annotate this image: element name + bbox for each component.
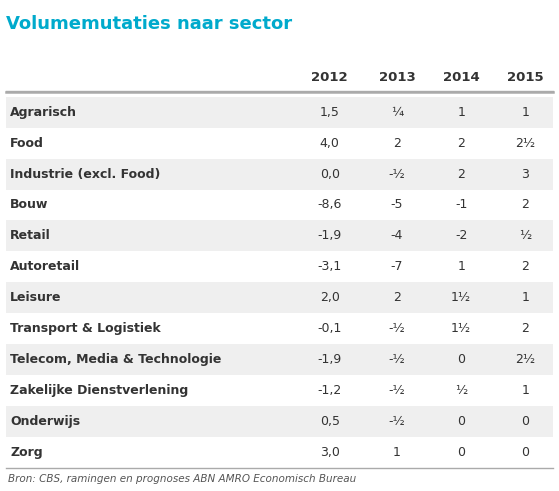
Text: Volumemutaties naar sector: Volumemutaties naar sector bbox=[6, 15, 292, 33]
Text: 2012: 2012 bbox=[311, 71, 348, 83]
Text: -7: -7 bbox=[391, 260, 403, 273]
FancyBboxPatch shape bbox=[6, 375, 553, 406]
Text: 2015: 2015 bbox=[507, 71, 544, 83]
Text: 3,0: 3,0 bbox=[320, 446, 340, 459]
Text: 1,5: 1,5 bbox=[320, 106, 340, 119]
Text: Bouw: Bouw bbox=[10, 198, 49, 212]
Text: ¼: ¼ bbox=[391, 106, 403, 119]
Text: 3: 3 bbox=[522, 167, 529, 181]
Text: Bron: CBS, ramingen en prognoses ABN AMRO Economisch Bureau: Bron: CBS, ramingen en prognoses ABN AMR… bbox=[8, 474, 357, 484]
Text: 2: 2 bbox=[393, 136, 401, 150]
Text: 0: 0 bbox=[457, 415, 465, 428]
Text: 2: 2 bbox=[393, 291, 401, 304]
Text: 1: 1 bbox=[457, 260, 465, 273]
FancyBboxPatch shape bbox=[6, 344, 553, 375]
Text: 2: 2 bbox=[457, 167, 465, 181]
Text: 0,0: 0,0 bbox=[320, 167, 340, 181]
Text: -0,1: -0,1 bbox=[318, 322, 342, 335]
Text: 1½: 1½ bbox=[451, 322, 471, 335]
Text: 2½: 2½ bbox=[515, 353, 536, 366]
FancyBboxPatch shape bbox=[6, 251, 553, 282]
Text: -1,2: -1,2 bbox=[318, 384, 342, 397]
Text: 0: 0 bbox=[457, 353, 465, 366]
Text: Retail: Retail bbox=[10, 229, 51, 243]
Text: 2: 2 bbox=[457, 136, 465, 150]
Text: ½: ½ bbox=[455, 384, 467, 397]
Text: 0: 0 bbox=[522, 415, 529, 428]
FancyBboxPatch shape bbox=[6, 128, 553, 159]
Text: Onderwijs: Onderwijs bbox=[10, 415, 80, 428]
FancyBboxPatch shape bbox=[6, 159, 553, 190]
Text: 1: 1 bbox=[522, 384, 529, 397]
Text: ½: ½ bbox=[519, 229, 532, 243]
FancyBboxPatch shape bbox=[6, 437, 553, 468]
Text: -½: -½ bbox=[389, 415, 405, 428]
Text: Zorg: Zorg bbox=[10, 446, 42, 459]
Text: -3,1: -3,1 bbox=[318, 260, 342, 273]
Text: -5: -5 bbox=[391, 198, 403, 212]
Text: Autoretail: Autoretail bbox=[10, 260, 80, 273]
Text: Zakelijke Dienstverlening: Zakelijke Dienstverlening bbox=[10, 384, 188, 397]
Text: 2014: 2014 bbox=[443, 71, 480, 83]
Text: 1: 1 bbox=[457, 106, 465, 119]
FancyBboxPatch shape bbox=[6, 282, 553, 313]
Text: 1½: 1½ bbox=[451, 291, 471, 304]
Text: 2013: 2013 bbox=[378, 71, 415, 83]
Text: -½: -½ bbox=[389, 353, 405, 366]
Text: Telecom, Media & Technologie: Telecom, Media & Technologie bbox=[10, 353, 221, 366]
Text: -½: -½ bbox=[389, 167, 405, 181]
Text: -8,6: -8,6 bbox=[318, 198, 342, 212]
Text: -4: -4 bbox=[391, 229, 403, 243]
Text: 0: 0 bbox=[457, 446, 465, 459]
Text: 1: 1 bbox=[393, 446, 401, 459]
Text: 1: 1 bbox=[522, 106, 529, 119]
Text: -2: -2 bbox=[455, 229, 467, 243]
Text: Leisure: Leisure bbox=[10, 291, 61, 304]
FancyBboxPatch shape bbox=[6, 190, 553, 220]
Text: 2,0: 2,0 bbox=[320, 291, 340, 304]
Text: -1,9: -1,9 bbox=[318, 353, 342, 366]
Text: 1: 1 bbox=[522, 291, 529, 304]
Text: Food: Food bbox=[10, 136, 44, 150]
Text: -½: -½ bbox=[389, 384, 405, 397]
Text: 2: 2 bbox=[522, 260, 529, 273]
FancyBboxPatch shape bbox=[6, 97, 553, 128]
Text: -½: -½ bbox=[389, 322, 405, 335]
Text: -1: -1 bbox=[455, 198, 467, 212]
FancyBboxPatch shape bbox=[6, 406, 553, 437]
Text: 2: 2 bbox=[522, 322, 529, 335]
Text: Transport & Logistiek: Transport & Logistiek bbox=[10, 322, 161, 335]
Text: 0,5: 0,5 bbox=[320, 415, 340, 428]
Text: 0: 0 bbox=[522, 446, 529, 459]
FancyBboxPatch shape bbox=[6, 220, 553, 251]
Text: Agrarisch: Agrarisch bbox=[10, 106, 77, 119]
FancyBboxPatch shape bbox=[6, 313, 553, 344]
Text: Industrie (excl. Food): Industrie (excl. Food) bbox=[10, 167, 160, 181]
Text: 4,0: 4,0 bbox=[320, 136, 340, 150]
Text: 2½: 2½ bbox=[515, 136, 536, 150]
Text: -1,9: -1,9 bbox=[318, 229, 342, 243]
Text: 2: 2 bbox=[522, 198, 529, 212]
